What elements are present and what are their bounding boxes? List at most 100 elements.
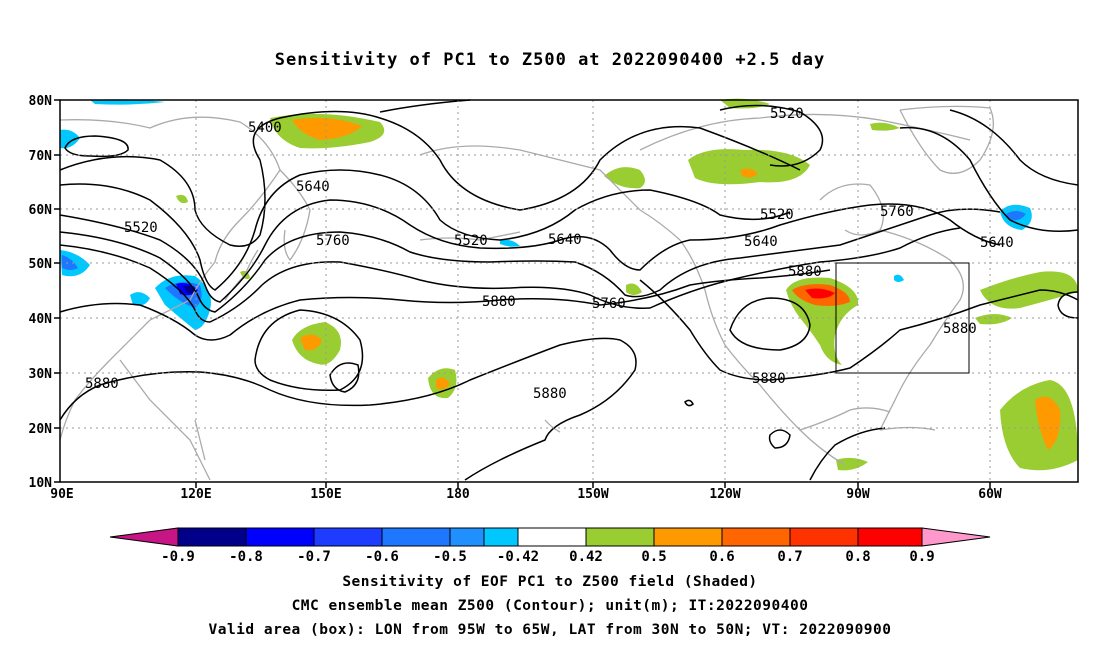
lon-label: 180 xyxy=(446,487,470,502)
negative-shading xyxy=(60,99,1032,330)
colorbar-swatch xyxy=(789,527,859,547)
contour-line xyxy=(684,399,694,407)
contour-line xyxy=(59,269,831,341)
contour-line xyxy=(379,99,471,113)
colorbar-swatch xyxy=(483,527,519,547)
contour-label: 5880 xyxy=(788,264,822,280)
contour-line xyxy=(639,279,1079,381)
contour-label: 5760 xyxy=(880,204,914,220)
contour-line xyxy=(59,208,1001,313)
shade-blob xyxy=(176,194,188,204)
shade-blob xyxy=(1006,211,1026,221)
contour-label: 5880 xyxy=(752,371,786,387)
colorbar-swatch xyxy=(921,527,991,547)
contour-line xyxy=(729,297,811,351)
contour-label: 5760 xyxy=(316,233,350,249)
contour-label: 5520 xyxy=(454,233,488,249)
shade-blob xyxy=(604,167,645,189)
shade-blob xyxy=(980,271,1078,309)
coastline-asia xyxy=(59,116,281,441)
positive-shading xyxy=(176,98,1078,471)
colorbar-label: -0.8 xyxy=(229,549,263,565)
lat-label: 40N xyxy=(29,312,53,327)
contour-label: 5400 xyxy=(248,120,282,136)
caption-valid-area: Valid area (box): LON from 95W to 65W, L… xyxy=(208,622,892,638)
contour-label: 5880 xyxy=(482,294,516,310)
contour-label: 5640 xyxy=(980,235,1014,251)
contour-label-group: 5400 5520 5640 5520 5760 5520 5640 5880 … xyxy=(85,106,1014,402)
shade-blob xyxy=(805,288,835,299)
colorbar-swatch xyxy=(721,527,791,547)
contour-line xyxy=(59,169,791,291)
contour-label: 5880 xyxy=(943,321,977,337)
coastline-hawaii xyxy=(544,419,561,433)
lat-label: 30N xyxy=(29,367,53,382)
contour-label: 5520 xyxy=(760,207,794,223)
contour-line xyxy=(768,429,791,449)
shade-blob xyxy=(130,292,150,306)
coastline-cuba xyxy=(879,426,936,431)
contour-label: 5880 xyxy=(85,376,119,392)
colorbar-swatch xyxy=(177,527,247,547)
coastline-na-west xyxy=(679,239,846,466)
contour-line xyxy=(64,135,129,158)
valid-area-box xyxy=(835,262,970,374)
contour-line xyxy=(719,104,824,167)
contour-label: 5640 xyxy=(548,232,582,248)
shade-blob xyxy=(688,149,810,185)
lon-label: 120E xyxy=(180,487,211,502)
colorbar-swatch xyxy=(585,527,655,547)
shade-blob xyxy=(500,239,520,247)
colorbar-label: 0.8 xyxy=(845,549,870,565)
shade-blob xyxy=(62,255,78,270)
lat-label: 70N xyxy=(29,149,53,164)
colorbar-label: 0.7 xyxy=(777,549,802,565)
contour-label: 5880 xyxy=(533,386,567,402)
shade-blob xyxy=(60,129,80,149)
colorbar-label: -0.5 xyxy=(433,549,467,565)
lat-ticks xyxy=(54,99,60,483)
lon-label: 90W xyxy=(846,487,870,502)
colorbar-label: -0.7 xyxy=(297,549,331,565)
lon-label: 90E xyxy=(50,487,73,502)
shade-blob xyxy=(1000,380,1078,471)
shade-blob xyxy=(894,274,904,282)
contour-label: 5520 xyxy=(770,106,804,122)
contour-line xyxy=(59,110,801,247)
lat-label: 50N xyxy=(29,257,53,272)
coastline-east-na xyxy=(879,229,964,431)
lat-label: 20N xyxy=(29,422,53,437)
shade-blob xyxy=(292,118,362,140)
caption-contour: CMC ensemble mean Z500 (Contour); unit(m… xyxy=(291,598,809,614)
contour-line xyxy=(59,337,637,481)
map-frame xyxy=(59,99,1079,483)
z500-contours xyxy=(59,99,1079,481)
shade-blob xyxy=(836,457,868,471)
lat-label: 10N xyxy=(29,476,53,491)
colorbar-label: 0.9 xyxy=(909,549,934,565)
contour-label: 5640 xyxy=(296,179,330,195)
coastline-gulf xyxy=(799,407,891,431)
contour-line xyxy=(59,199,1001,303)
lat-axis: 80N 70N 60N 50N 40N 30N 20N 10N xyxy=(29,94,53,491)
colorbar-label: -0.6 xyxy=(365,549,399,565)
colorbar-swatch xyxy=(109,527,179,547)
colorbar-label: -0.42 xyxy=(497,549,539,565)
colorbar-swatch xyxy=(313,527,383,547)
figure-title: Sensitivity of PC1 to Z500 at 2022090400… xyxy=(274,50,826,70)
lat-label: 60N xyxy=(29,203,53,218)
colorbar-label: -0.9 xyxy=(161,549,195,565)
contour-line xyxy=(329,362,360,393)
coastline-philippines xyxy=(194,419,206,461)
lon-axis: 90E 120E 150E 180 150W 120W 90W 60W xyxy=(50,487,1002,502)
colorbar-label: 0.6 xyxy=(709,549,734,565)
contour-line xyxy=(254,309,364,392)
contour-label: 5640 xyxy=(744,234,778,250)
shade-blob xyxy=(1035,396,1061,450)
lat-label: 80N xyxy=(29,94,53,109)
contour-line xyxy=(899,126,1079,232)
contour-line xyxy=(59,227,961,323)
lon-label: 60W xyxy=(978,487,1002,502)
colorbar-swatch xyxy=(653,527,723,547)
coastline-china xyxy=(119,359,211,481)
